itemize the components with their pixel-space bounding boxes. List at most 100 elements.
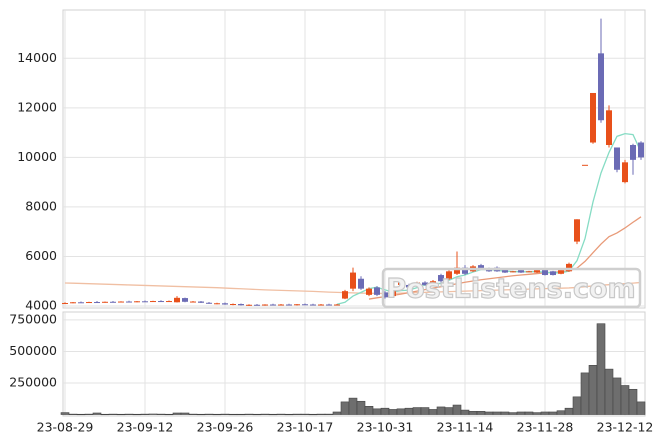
volume-bar — [580, 372, 590, 415]
volume-bar — [636, 401, 646, 415]
candle-body — [414, 282, 420, 287]
candle-body — [358, 278, 364, 289]
y-tick-label: 14000 — [17, 50, 57, 65]
candle-body — [254, 304, 260, 306]
candle-body — [574, 219, 580, 242]
volume-bar — [60, 412, 70, 415]
candle-body — [238, 304, 244, 306]
candle-body — [310, 304, 316, 306]
volume-bar — [212, 413, 222, 416]
y-tick-label: 10000 — [17, 149, 57, 164]
volume-bar — [564, 407, 574, 415]
volume-bar — [484, 411, 494, 415]
candle-body — [422, 282, 428, 285]
volume-bar — [132, 413, 142, 416]
x-tick-label: 23-12-12 — [597, 420, 654, 435]
candle-body — [182, 298, 188, 302]
volume-bar — [164, 413, 174, 416]
candle-body — [190, 301, 196, 303]
volume-bar — [204, 413, 214, 415]
candle-body — [534, 270, 540, 273]
candle-body — [342, 291, 348, 299]
volume-bar — [84, 413, 94, 415]
volume-bar — [348, 397, 358, 415]
volume-bar — [596, 323, 606, 415]
candle-body — [102, 301, 108, 303]
volume-bar — [148, 413, 158, 415]
candle-body — [174, 297, 180, 303]
volume-bar — [500, 411, 510, 415]
candle-body — [286, 304, 292, 306]
volume-bar — [404, 407, 414, 415]
candle-body — [86, 302, 92, 304]
marks — [60, 18, 646, 416]
candle-body — [566, 263, 572, 272]
candle-body — [446, 271, 452, 279]
candle-body — [70, 302, 76, 304]
candle-body — [302, 304, 308, 306]
volume-bar — [92, 412, 102, 415]
candle-body — [614, 147, 620, 170]
candle-body — [542, 268, 548, 276]
volume-bar — [276, 413, 286, 415]
candle-body — [606, 110, 612, 145]
x-tick-label: 23-09-26 — [197, 420, 254, 435]
volume-bar — [436, 406, 446, 415]
volume-bar — [508, 412, 518, 415]
volume-bar — [220, 413, 230, 415]
candle-body — [270, 304, 276, 306]
volume-bar — [196, 413, 206, 416]
candle-body — [214, 303, 220, 305]
candle-body — [334, 304, 340, 306]
volume-bar — [284, 413, 294, 416]
candle-body — [502, 268, 508, 273]
volume-bar — [468, 411, 478, 415]
volume-bar — [460, 409, 470, 415]
candle-body — [294, 304, 300, 306]
candle-body — [398, 282, 404, 285]
volume-bar — [316, 413, 326, 415]
candle-body — [142, 301, 148, 303]
watermark: PostListens.com — [381, 267, 642, 309]
candle-body — [486, 270, 492, 272]
volume-bar — [572, 396, 582, 415]
candle-body — [598, 53, 604, 121]
price-panel — [62, 9, 646, 309]
volume-bar — [292, 413, 302, 415]
volume-bar — [372, 408, 382, 415]
candle-body — [510, 271, 516, 273]
candle-body — [350, 272, 356, 289]
volume-bar — [412, 407, 422, 415]
candle-body — [94, 302, 100, 304]
grid — [63, 10, 645, 416]
volume-bar — [356, 400, 366, 415]
volume-bar — [228, 413, 238, 416]
volume-bar — [140, 413, 150, 415]
volume-bar — [492, 411, 502, 415]
y-tick-label: 8000 — [25, 198, 57, 213]
volume-bar — [612, 377, 622, 415]
candle-body — [622, 162, 628, 183]
candle-body — [110, 301, 116, 303]
volume-bar — [340, 401, 350, 415]
candle-body — [206, 302, 212, 304]
volume-bar — [100, 413, 110, 416]
volume-bar — [156, 413, 166, 415]
volume-bar — [300, 413, 310, 415]
candle-body — [222, 303, 228, 305]
y-tick-label: 6000 — [25, 248, 57, 263]
volume-bar — [380, 407, 390, 415]
volume-bar — [388, 409, 398, 415]
volume-bar — [236, 413, 246, 416]
volume-bar — [476, 411, 486, 415]
volume-bar — [396, 408, 406, 415]
candle-body — [246, 304, 252, 306]
labels: 4000 6000 8000 10000 12000 14000 250000 500000 7… — [9, 50, 653, 435]
candle-body — [198, 301, 204, 303]
candle-body — [326, 304, 332, 306]
candle-body — [406, 284, 412, 288]
candle-body — [374, 287, 380, 295]
x-tick-label: 23-11-28 — [517, 420, 574, 435]
candle-body — [438, 275, 444, 282]
